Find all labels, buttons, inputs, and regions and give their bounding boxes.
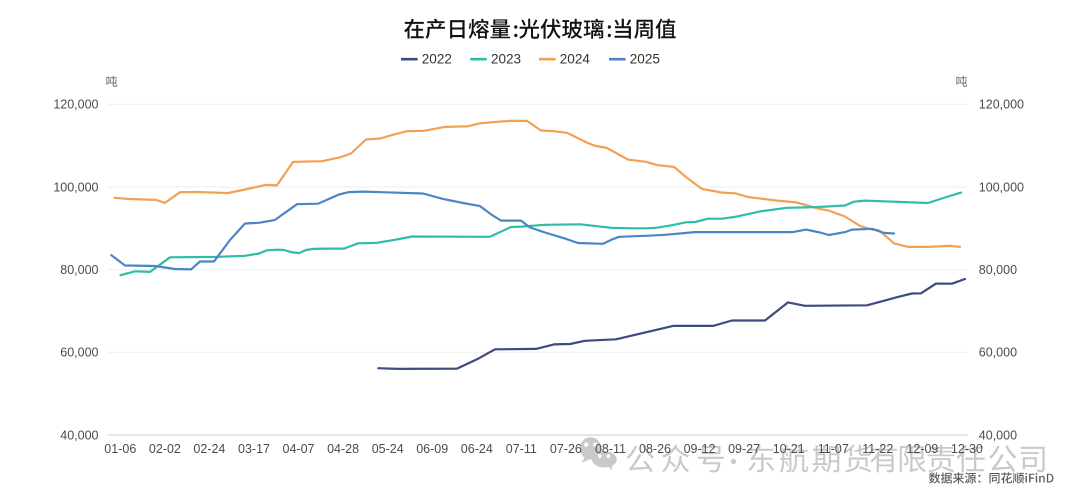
svg-text:10-21: 10-21 — [773, 442, 805, 456]
svg-text:02-02: 02-02 — [149, 442, 181, 456]
svg-text:100,000: 100,000 — [979, 180, 1024, 194]
svg-text:08-26: 08-26 — [639, 442, 671, 456]
svg-text:11-07: 11-07 — [818, 442, 849, 456]
svg-text:60,000: 60,000 — [60, 346, 98, 360]
svg-text:120,000: 120,000 — [53, 98, 98, 112]
svg-text:12-30: 12-30 — [951, 442, 983, 456]
svg-text:05-24: 05-24 — [372, 442, 404, 456]
svg-text:07-11: 07-11 — [506, 442, 537, 456]
svg-text:06-09: 06-09 — [416, 442, 448, 456]
svg-text:40,000: 40,000 — [979, 428, 1017, 442]
svg-text:04-28: 04-28 — [327, 442, 359, 456]
svg-text:60,000: 60,000 — [979, 346, 1017, 360]
svg-text:03-17: 03-17 — [238, 442, 270, 456]
svg-text:2025: 2025 — [630, 52, 660, 67]
svg-text:01-06: 01-06 — [104, 442, 136, 456]
svg-text:2023: 2023 — [491, 52, 521, 67]
svg-text:09-12: 09-12 — [684, 442, 716, 456]
svg-text:2022: 2022 — [422, 52, 452, 67]
svg-text:11-22: 11-22 — [862, 442, 893, 456]
svg-text:100,000: 100,000 — [53, 180, 98, 194]
svg-text:02-24: 02-24 — [193, 442, 225, 456]
svg-text:40,000: 40,000 — [60, 428, 98, 442]
svg-text:06-24: 06-24 — [461, 442, 493, 456]
svg-text:09-27: 09-27 — [728, 442, 760, 456]
svg-text:08-11: 08-11 — [595, 442, 626, 456]
svg-text:80,000: 80,000 — [60, 263, 98, 277]
svg-text:120,000: 120,000 — [979, 98, 1024, 112]
svg-text:80,000: 80,000 — [979, 263, 1017, 277]
svg-text:04-07: 04-07 — [283, 442, 315, 456]
svg-text:07-26: 07-26 — [550, 442, 582, 456]
svg-text:12-09: 12-09 — [906, 442, 938, 456]
svg-text:2024: 2024 — [560, 52, 591, 67]
